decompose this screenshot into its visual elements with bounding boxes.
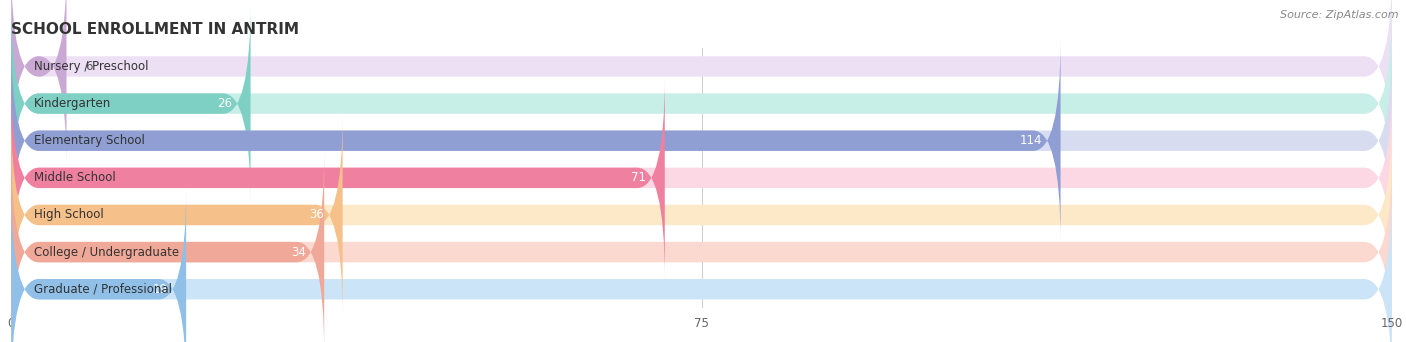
FancyBboxPatch shape — [11, 188, 186, 342]
FancyBboxPatch shape — [11, 188, 1392, 342]
Text: Elementary School: Elementary School — [34, 134, 145, 147]
Text: 26: 26 — [217, 97, 232, 110]
FancyBboxPatch shape — [11, 77, 665, 279]
FancyBboxPatch shape — [11, 0, 66, 168]
FancyBboxPatch shape — [11, 77, 1392, 279]
Text: College / Undergraduate: College / Undergraduate — [34, 246, 180, 259]
FancyBboxPatch shape — [11, 0, 1392, 168]
Text: 19: 19 — [153, 283, 167, 296]
Text: Kindergarten: Kindergarten — [34, 97, 111, 110]
Text: 34: 34 — [291, 246, 305, 259]
FancyBboxPatch shape — [11, 2, 1392, 205]
Text: Middle School: Middle School — [34, 171, 117, 184]
Text: 114: 114 — [1019, 134, 1042, 147]
Text: 6: 6 — [84, 60, 93, 73]
Text: Source: ZipAtlas.com: Source: ZipAtlas.com — [1281, 10, 1399, 20]
FancyBboxPatch shape — [11, 40, 1060, 242]
FancyBboxPatch shape — [11, 114, 343, 316]
FancyBboxPatch shape — [11, 114, 1392, 316]
Text: 36: 36 — [309, 209, 325, 222]
FancyBboxPatch shape — [11, 151, 1392, 342]
FancyBboxPatch shape — [11, 151, 325, 342]
Text: SCHOOL ENROLLMENT IN ANTRIM: SCHOOL ENROLLMENT IN ANTRIM — [11, 22, 299, 37]
Text: Graduate / Professional: Graduate / Professional — [34, 283, 173, 296]
Text: High School: High School — [34, 209, 104, 222]
Text: Nursery / Preschool: Nursery / Preschool — [34, 60, 149, 73]
FancyBboxPatch shape — [11, 40, 1392, 242]
FancyBboxPatch shape — [11, 2, 250, 205]
Text: 71: 71 — [631, 171, 647, 184]
